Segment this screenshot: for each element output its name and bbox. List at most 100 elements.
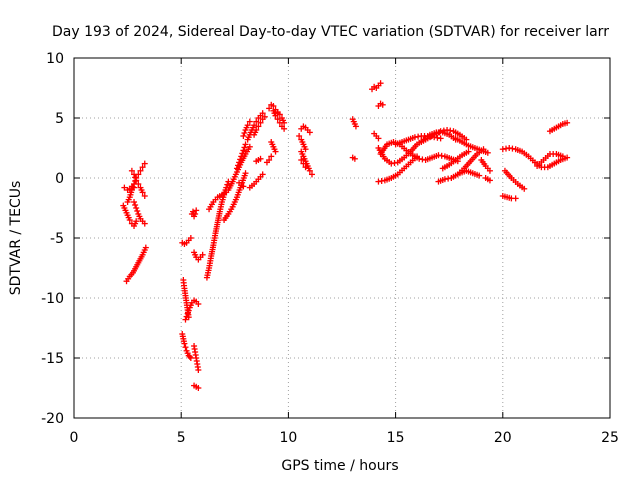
data-point: [375, 135, 382, 142]
axis-ticks: [73, 57, 611, 419]
data-point: [306, 129, 313, 136]
data-point: [302, 146, 309, 153]
data-point: [224, 181, 231, 188]
data-point: [266, 105, 273, 112]
x-tick-label: 15: [387, 430, 405, 446]
data-point: [132, 202, 139, 208]
data-point: [141, 220, 148, 227]
data-point: [298, 157, 305, 163]
data-point: [246, 118, 253, 125]
data-point: [281, 119, 288, 126]
data-point: [182, 316, 189, 323]
data-point: [240, 133, 247, 139]
data-point: [183, 313, 190, 320]
data-point: [253, 118, 260, 125]
x-tick-label: 25: [601, 430, 619, 446]
data-point: [414, 153, 421, 160]
data-point: [437, 135, 444, 142]
data-point: [195, 301, 202, 307]
data-point: [512, 195, 519, 202]
data-point: [121, 184, 128, 191]
data-point: [235, 162, 242, 169]
data-point: [281, 125, 288, 132]
data-point: [195, 367, 202, 373]
grid-lines: [74, 58, 610, 418]
data-point: [142, 244, 149, 251]
data-point: [240, 147, 247, 154]
data-point: [352, 123, 359, 130]
data-point: [296, 133, 303, 139]
data-point: [128, 187, 135, 193]
y-tick-label: 5: [55, 111, 64, 127]
data-point: [564, 119, 571, 126]
data-point: [187, 355, 194, 361]
y-tick-label: 0: [55, 171, 64, 187]
data-point: [351, 155, 358, 162]
data-point: [268, 153, 275, 160]
data-point: [135, 181, 142, 187]
data-point: [181, 340, 188, 347]
data-point: [484, 149, 491, 156]
data-point: [306, 167, 313, 174]
data-point: [274, 116, 281, 123]
data-point: [486, 167, 493, 174]
data-point: [237, 156, 244, 163]
data-point: [242, 170, 249, 177]
data-point: [239, 150, 246, 157]
data-point: [132, 174, 139, 181]
data-point: [559, 153, 566, 160]
data-point: [242, 141, 249, 148]
data-point: [259, 171, 266, 178]
data-point: [129, 184, 136, 190]
x-tick-label: 5: [177, 430, 186, 446]
data-point: [192, 211, 199, 217]
data-point: [521, 185, 528, 192]
data-point: [185, 307, 192, 314]
data-point: [137, 167, 144, 174]
data-point: [261, 113, 268, 120]
data-point: [240, 183, 247, 190]
data-point: [236, 159, 243, 166]
data-point: [141, 160, 148, 167]
x-tick-label: 10: [279, 430, 297, 446]
data-point: [186, 353, 193, 360]
x-tick-label: 20: [494, 430, 512, 446]
data-point: [139, 189, 146, 196]
data-point: [255, 123, 262, 130]
data-point: [300, 160, 307, 167]
y-tick-label: -20: [41, 411, 64, 427]
data-point: [131, 199, 138, 205]
data-point: [126, 217, 133, 223]
data-point: [486, 177, 493, 184]
data-point: [131, 171, 138, 178]
tick-labels: 0 5 10 15 20 25 -20 -15 -10 -5 0 5 10: [41, 51, 619, 446]
data-point: [272, 148, 279, 155]
y-tick-label: -10: [41, 291, 64, 307]
y-tick-label: -5: [50, 231, 64, 247]
data-point: [266, 157, 273, 163]
data-point: [128, 167, 135, 174]
data-point: [276, 111, 283, 118]
y-tick-label: 10: [46, 51, 64, 67]
data-point: [238, 153, 245, 160]
data-point: [259, 110, 266, 117]
data-point: [193, 207, 200, 214]
data-point: [241, 144, 248, 151]
x-axis-label: GPS time / hours: [281, 458, 398, 474]
data-points: [120, 80, 571, 391]
y-tick-label: -15: [41, 351, 64, 367]
data-point: [272, 112, 279, 119]
x-tick-label: 0: [70, 430, 79, 446]
data-point: [195, 385, 202, 391]
y-axis-label: SDTVAR / TECUs: [8, 181, 24, 296]
data-point: [564, 154, 571, 161]
data-point: [246, 143, 253, 150]
data-point: [134, 208, 141, 214]
data-point: [379, 101, 386, 108]
data-point: [244, 122, 251, 129]
data-point: [257, 155, 264, 162]
data-point: [133, 177, 140, 184]
data-point: [187, 235, 194, 241]
